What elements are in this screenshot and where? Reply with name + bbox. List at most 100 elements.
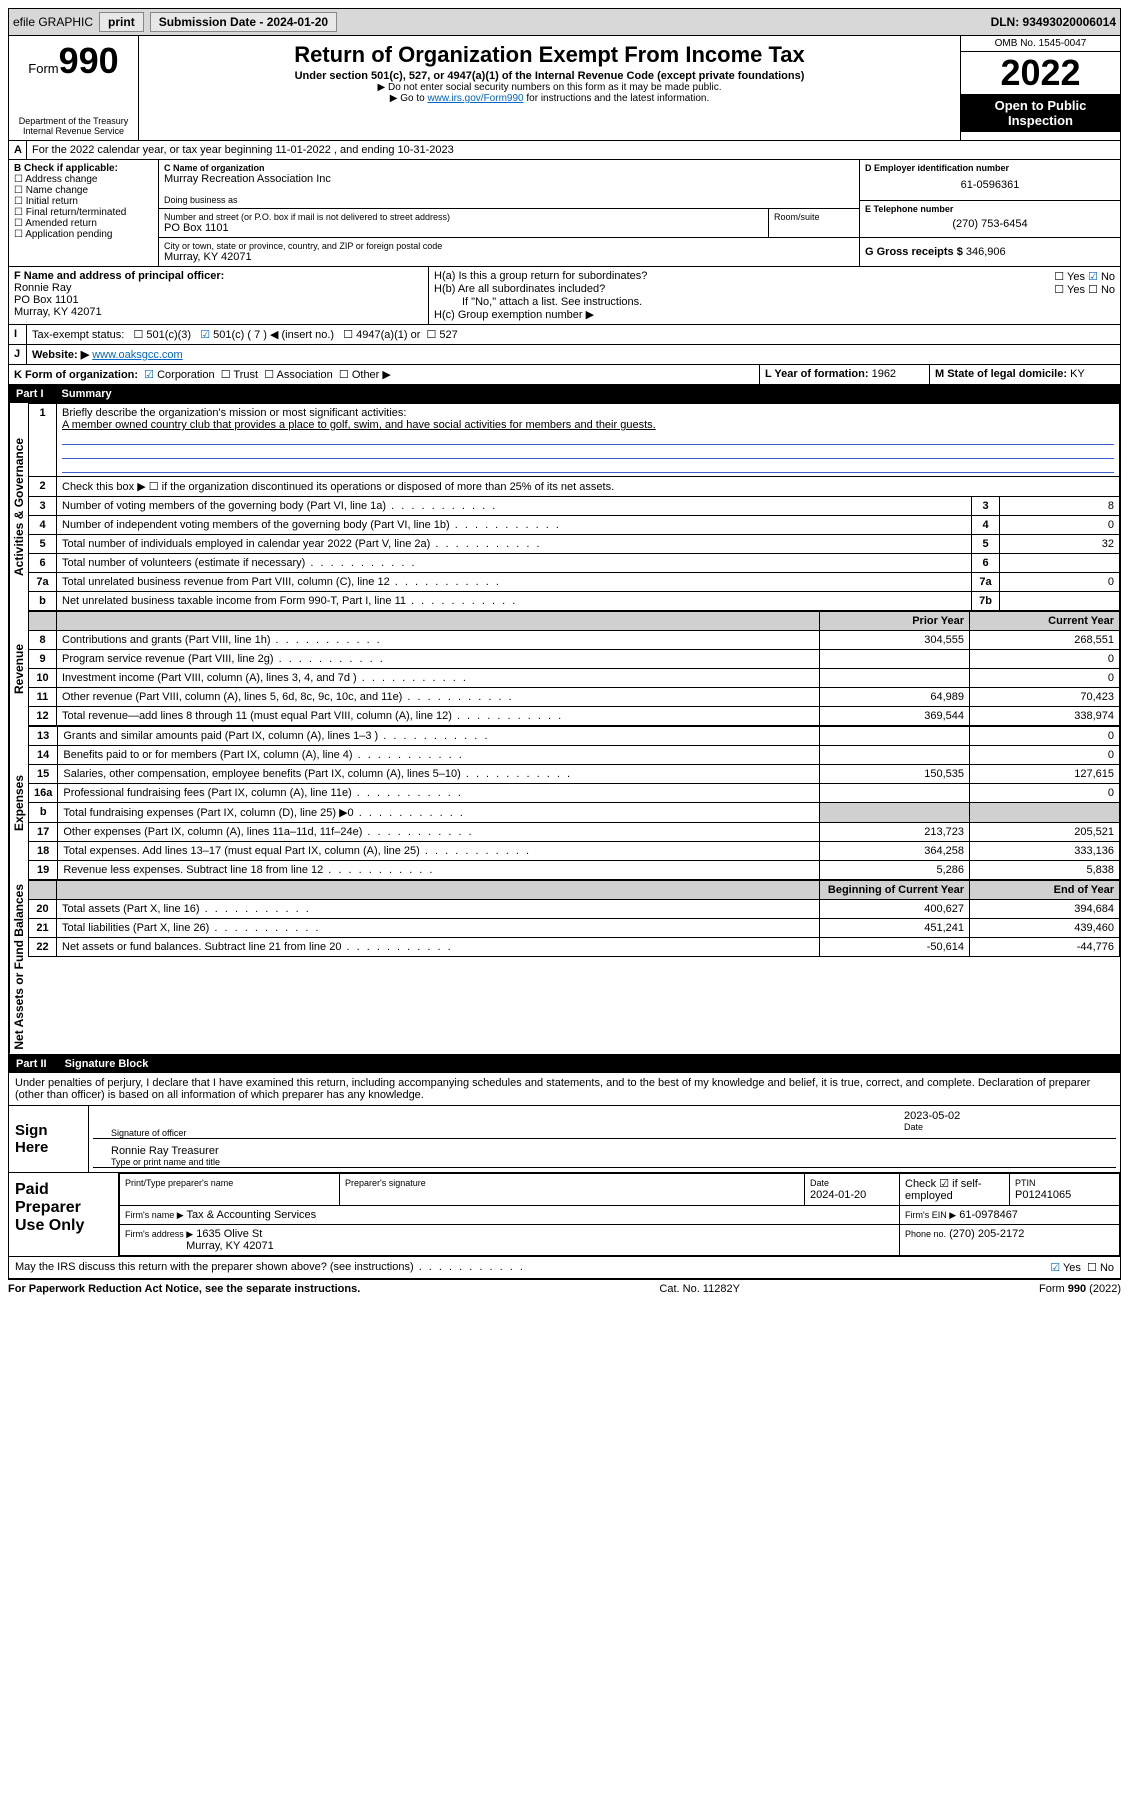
officer-addr: PO Box 1101: [14, 294, 79, 306]
room-suite-label: Room/suite: [769, 209, 859, 237]
dln-label: DLN: 93493020006014: [991, 15, 1116, 29]
phone-value: (270) 753-6454: [865, 214, 1115, 234]
money-line: 17Other expenses (Part IX, column (A), l…: [29, 823, 1120, 842]
part2-title: Signature Block: [65, 1058, 149, 1070]
money-line: 13Grants and similar amounts paid (Part …: [29, 727, 1120, 746]
ha-no[interactable]: [1088, 271, 1101, 283]
hb-yes[interactable]: [1054, 284, 1067, 296]
status-501c3[interactable]: [134, 329, 147, 341]
officer-name-label: Type or print name and title: [111, 1157, 1116, 1167]
form-subtitle: Under section 501(c), 527, or 4947(a)(1)…: [147, 70, 952, 82]
firm-name: Tax & Accounting Services: [187, 1209, 317, 1221]
part1-title: Summary: [62, 388, 112, 400]
firm-phone: (270) 205-2172: [949, 1228, 1024, 1240]
row-a-tax-year: A For the 2022 calendar year, or tax yea…: [8, 141, 1121, 160]
officer-label: F Name and address of principal officer:: [14, 270, 224, 282]
submission-date-button[interactable]: Submission Date - 2024-01-20: [150, 12, 337, 32]
officer-name: Ronnie Ray: [14, 282, 71, 294]
irs-link[interactable]: www.irs.gov/Form990: [427, 93, 523, 104]
paid-preparer-label: Paid Preparer Use Only: [9, 1173, 119, 1256]
vlabel-netassets: Net Assets or Fund Balances: [9, 880, 28, 1054]
sig-officer-label: Signature of officer: [111, 1128, 896, 1138]
check-if-applicable: B Check if applicable:: [14, 163, 153, 174]
ha-yes[interactable]: [1054, 271, 1067, 283]
opt-address-change[interactable]: Address change: [14, 174, 153, 185]
opt-initial-return[interactable]: Initial return: [14, 196, 153, 207]
declaration-text: Under penalties of perjury, I declare th…: [8, 1073, 1121, 1106]
pra-notice: For Paperwork Reduction Act Notice, see …: [8, 1283, 360, 1295]
prep-date-label: Date: [810, 1178, 829, 1188]
money-line: 15Salaries, other compensation, employee…: [29, 765, 1120, 784]
website-link[interactable]: www.oaksgcc.com: [92, 349, 182, 361]
org-trust[interactable]: [221, 369, 234, 381]
hb-no[interactable]: [1088, 284, 1101, 296]
money-line: bTotal fundraising expenses (Part IX, co…: [29, 803, 1120, 823]
note2-post: for instructions and the latest informat…: [524, 93, 710, 104]
col-end: End of Year: [970, 881, 1120, 900]
part2-label: Part II: [16, 1058, 47, 1070]
year-formation-value: 1962: [872, 368, 896, 380]
col-current: Current Year: [970, 612, 1120, 631]
discuss-yes[interactable]: [1050, 1262, 1063, 1274]
opt-application-pending[interactable]: Application pending: [14, 229, 153, 240]
part2-header: Part II Signature Block: [8, 1055, 1121, 1073]
gross-value: 346,906: [966, 246, 1006, 258]
tax-year-text: For the 2022 calendar year, or tax year …: [27, 141, 1120, 159]
firm-addr-label: Firm's address ▶: [125, 1229, 193, 1239]
money-line: 10Investment income (Part VIII, column (…: [29, 669, 1120, 688]
part1-header: Part I Summary: [8, 385, 1121, 403]
org-name-label: C Name of organization: [164, 163, 854, 173]
ein-value: 61-0596361: [865, 173, 1115, 197]
money-line: 12Total revenue—add lines 8 through 11 (…: [29, 707, 1120, 726]
col-prior: Prior Year: [820, 612, 970, 631]
year-formation-label: L Year of formation:: [765, 368, 869, 380]
officer-city: Murray, KY 42071: [14, 306, 102, 318]
note2-pre: ▶ Go to: [390, 93, 428, 104]
prep-name-label: Print/Type preparer's name: [125, 1178, 233, 1188]
money-line: 22Net assets or fund balances. Subtract …: [29, 938, 1120, 957]
prep-date: 2024-01-20: [810, 1189, 866, 1201]
money-line: 20Total assets (Part X, line 16)400,6273…: [29, 900, 1120, 919]
governance-section: Activities & Governance 1 Briefly descri…: [8, 403, 1121, 611]
firm-city: Murray, KY 42071: [186, 1240, 274, 1252]
form-num-big: 990: [59, 40, 119, 81]
self-emp-check[interactable]: Check ☑ if self-employed: [900, 1173, 1010, 1205]
form-word: Form: [28, 61, 58, 76]
addr-value: PO Box 1101: [164, 222, 763, 234]
money-line: 8Contributions and grants (Part VIII, li…: [29, 631, 1120, 650]
hc-label: H(c) Group exemption number ▶: [434, 308, 1115, 321]
city-value: Murray, KY 42071: [164, 251, 854, 263]
q2-text: Check this box ▶ ☐ if the organization d…: [57, 477, 1120, 497]
org-other[interactable]: [339, 369, 352, 381]
opt-amended-return[interactable]: Amended return: [14, 218, 153, 229]
status-501c[interactable]: [200, 329, 213, 341]
hb-label: H(b) Are all subordinates included?: [434, 283, 605, 296]
vlabel-governance: Activities & Governance: [9, 403, 28, 611]
opt-final-return[interactable]: Final return/terminated: [14, 207, 153, 218]
money-line: 19Revenue less expenses. Subtract line 1…: [29, 861, 1120, 880]
mission-text: A member owned country club that provide…: [62, 419, 656, 431]
status-4947[interactable]: [343, 329, 356, 341]
org-corp[interactable]: [144, 369, 157, 381]
form-footer: Form 990 (2022): [1039, 1283, 1121, 1295]
paid-preparer-block: Paid Preparer Use Only Print/Type prepar…: [8, 1173, 1121, 1257]
open-inspection: Open to Public Inspection: [961, 94, 1120, 132]
form-header: Form990 Department of the Treasury Inter…: [8, 36, 1121, 141]
discuss-no[interactable]: [1087, 1262, 1100, 1274]
status-527[interactable]: [427, 329, 440, 341]
top-toolbar: efile GRAPHIC print Submission Date - 20…: [8, 8, 1121, 36]
state-domicile-label: M State of legal domicile:: [935, 368, 1067, 380]
prep-sig-label: Preparer's signature: [345, 1178, 426, 1188]
discuss-row: May the IRS discuss this return with the…: [8, 1257, 1121, 1279]
form-note1: ▶ Do not enter social security numbers o…: [147, 82, 952, 93]
dept-label: Department of the Treasury: [13, 116, 134, 126]
print-button[interactable]: print: [99, 12, 144, 32]
efile-label: efile GRAPHIC: [13, 15, 93, 29]
form-title: Return of Organization Exempt From Incom…: [147, 42, 952, 68]
q1-label: Briefly describe the organization's miss…: [62, 407, 406, 419]
opt-name-change[interactable]: Name change: [14, 185, 153, 196]
org-assoc[interactable]: [264, 369, 276, 381]
ptin-label: PTIN: [1015, 1178, 1036, 1188]
org-name: Murray Recreation Association Inc: [164, 173, 854, 185]
row-j: J Website: ▶ www.oaksgcc.com: [8, 345, 1121, 365]
